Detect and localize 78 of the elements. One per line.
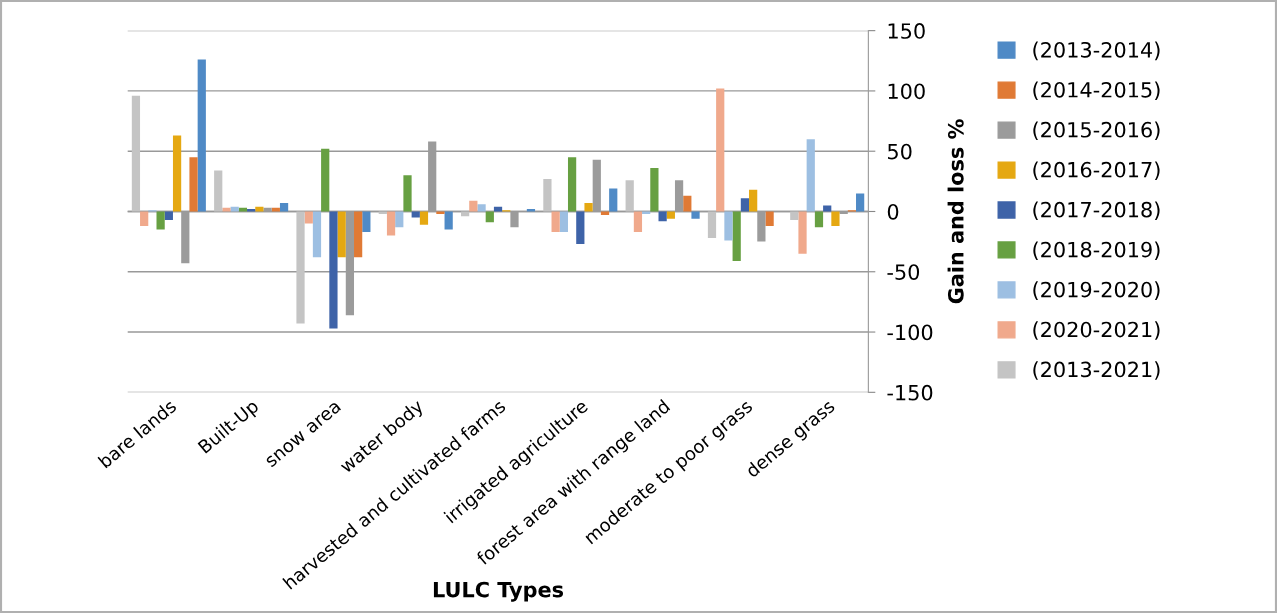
y-axis-title: Gain and loss % — [947, 119, 964, 304]
bar — [584, 203, 593, 212]
x-axis-title: LULC Types — [433, 581, 564, 602]
bar — [131, 95, 141, 212]
legend-label: (2015-2016) — [1033, 121, 1160, 141]
bar — [362, 211, 371, 232]
y-tick-label: -50 — [887, 264, 920, 280]
bar — [856, 193, 865, 212]
bar — [831, 211, 840, 226]
bar — [469, 200, 478, 212]
bar — [485, 211, 494, 223]
bar — [419, 211, 429, 225]
legend-label: (2020-2021) — [1033, 321, 1160, 340]
bar — [321, 148, 330, 212]
bar — [658, 211, 667, 222]
y-tick-label: 50 — [888, 143, 912, 160]
bar — [296, 211, 305, 324]
bar — [386, 211, 396, 236]
bar — [724, 211, 733, 241]
bar — [814, 211, 824, 228]
bar — [765, 211, 774, 226]
legend-label: (2016-2017) — [1033, 161, 1160, 181]
legend-label: (2019-2020) — [1033, 281, 1160, 300]
bar — [790, 211, 799, 220]
bar — [823, 205, 832, 212]
bar — [609, 188, 618, 212]
bar — [798, 211, 807, 254]
bar — [666, 211, 675, 219]
bar — [642, 211, 651, 214]
bar — [403, 175, 412, 212]
y-tick-label: 150 — [888, 23, 925, 39]
bar — [156, 211, 165, 230]
bar — [707, 211, 717, 239]
bar — [543, 178, 552, 212]
bar — [197, 59, 206, 212]
y-tick-label: -100 — [887, 324, 933, 341]
bar — [222, 207, 231, 212]
bar — [567, 157, 577, 212]
bar — [172, 135, 182, 212]
bar — [691, 211, 700, 219]
bar — [633, 211, 643, 232]
y-tick-label: 0 — [887, 203, 899, 220]
bar — [378, 211, 387, 214]
bar — [312, 211, 322, 258]
bar — [444, 211, 453, 230]
bar — [140, 211, 149, 226]
bar — [189, 157, 198, 212]
y-tick-label: -150 — [887, 384, 933, 401]
bar — [461, 211, 470, 217]
bar — [749, 189, 758, 212]
legend-label: (2013-2021) — [1033, 361, 1160, 380]
legend-label: (2013-2014) — [1033, 41, 1160, 61]
bar — [716, 88, 725, 212]
bar — [214, 170, 223, 212]
bar — [436, 211, 445, 214]
bar — [625, 180, 634, 212]
bar — [304, 211, 313, 224]
bar — [732, 211, 741, 261]
legend-label: (2017-2018) — [1033, 201, 1160, 220]
bar — [354, 211, 363, 258]
bar — [395, 211, 404, 228]
bar — [806, 139, 815, 212]
y-tick-label: 100 — [888, 83, 925, 100]
bar — [411, 211, 420, 218]
legend-label: (2014-2015) — [1033, 81, 1160, 101]
bar — [164, 211, 173, 220]
bar — [600, 211, 610, 216]
bar — [650, 168, 659, 212]
bar — [740, 198, 750, 212]
bar — [337, 211, 346, 258]
bar — [477, 204, 486, 212]
bar — [683, 195, 692, 212]
bar — [551, 211, 560, 232]
legend-label: (2018-2019) — [1033, 241, 1160, 260]
bar — [559, 211, 568, 232]
bar — [329, 211, 338, 329]
bar — [279, 203, 289, 212]
bar — [576, 211, 585, 245]
